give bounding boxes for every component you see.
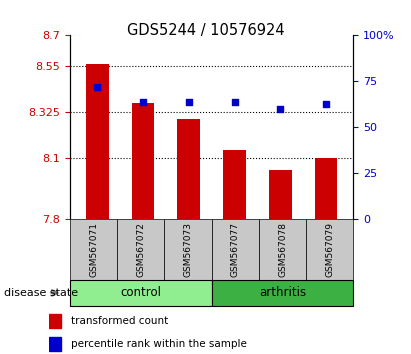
Point: [323, 101, 329, 106]
Point: [94, 84, 101, 90]
Bar: [223, 150, 246, 219]
Bar: [132, 103, 155, 219]
Bar: [178, 119, 200, 219]
FancyBboxPatch shape: [70, 219, 117, 280]
Text: GSM567078: GSM567078: [278, 222, 287, 277]
FancyBboxPatch shape: [164, 219, 212, 280]
Text: disease state: disease state: [4, 288, 78, 298]
Text: GSM567071: GSM567071: [89, 222, 98, 277]
Point: [277, 106, 284, 112]
Point: [140, 99, 146, 104]
Text: GDS5244 / 10576924: GDS5244 / 10576924: [127, 23, 284, 38]
Text: GSM567073: GSM567073: [184, 222, 192, 277]
FancyBboxPatch shape: [70, 280, 212, 306]
Text: percentile rank within the sample: percentile rank within the sample: [71, 339, 247, 349]
Bar: [86, 64, 109, 219]
Bar: [49, 337, 62, 351]
FancyBboxPatch shape: [212, 219, 259, 280]
Bar: [269, 170, 292, 219]
Text: GSM567077: GSM567077: [231, 222, 240, 277]
Point: [185, 99, 192, 104]
FancyBboxPatch shape: [117, 219, 164, 280]
Text: arthritis: arthritis: [259, 286, 306, 299]
Bar: [314, 158, 337, 219]
FancyBboxPatch shape: [306, 219, 353, 280]
Text: control: control: [120, 286, 161, 299]
FancyBboxPatch shape: [212, 280, 353, 306]
Text: transformed count: transformed count: [71, 316, 168, 326]
Text: GSM567072: GSM567072: [136, 222, 145, 277]
Point: [231, 99, 238, 104]
Text: GSM567079: GSM567079: [326, 222, 334, 277]
Bar: [49, 314, 62, 328]
FancyBboxPatch shape: [259, 219, 306, 280]
